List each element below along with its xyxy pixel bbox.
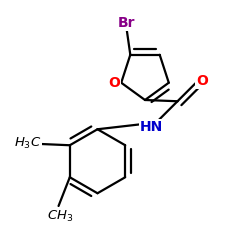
Text: O: O [196, 74, 208, 88]
Text: O: O [108, 76, 120, 90]
Text: $CH_3$: $CH_3$ [46, 208, 73, 224]
Text: H: H [28, 138, 38, 150]
Text: HN: HN [140, 120, 164, 134]
Text: H: H [28, 138, 38, 150]
Text: Br: Br [118, 16, 135, 30]
Text: $H_3C$: $H_3C$ [14, 136, 41, 151]
